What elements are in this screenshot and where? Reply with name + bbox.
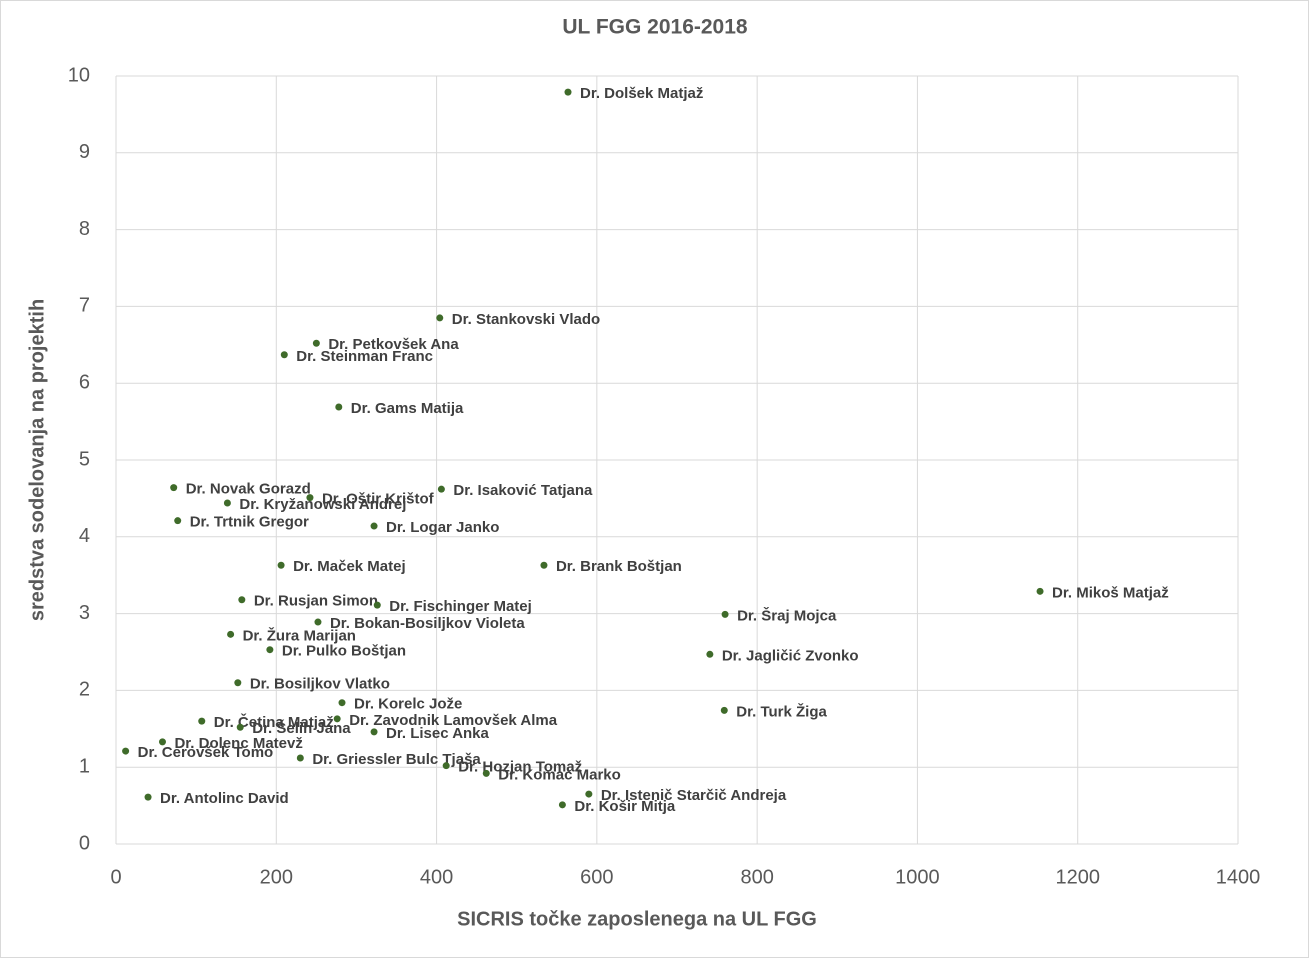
point-label: Dr. Antolinc David [160, 790, 289, 807]
data-point [442, 762, 450, 770]
y-tick-label: 6 [79, 371, 90, 393]
data-point [720, 706, 728, 714]
point-label: Dr. Griessler Bulc Tjaša [312, 751, 481, 768]
point-label: Dr. Isaković Tatjana [453, 482, 593, 499]
x-axis-title: SICRIS točke zaposlenega na UL FGG [457, 908, 817, 930]
y-tick-label: 10 [68, 64, 90, 86]
y-tick-label: 7 [79, 295, 90, 317]
data-point [306, 494, 314, 502]
point-label: Dr. Novak Gorazd [186, 481, 311, 498]
y-tick-label: 2 [79, 679, 90, 701]
data-point [436, 314, 444, 322]
point-label: Dr. Trtnik Gregor [190, 514, 309, 531]
data-point [314, 618, 322, 626]
x-tick-label: 1200 [1055, 866, 1100, 888]
data-point [277, 561, 285, 569]
data-point [706, 650, 714, 658]
point-label: Dr. Žura Marijan [243, 626, 356, 644]
point-label: Dr. Oštir Krištof [322, 491, 435, 508]
point-label: Dr. Dolšek Matjaž [580, 85, 703, 102]
data-point [223, 499, 231, 507]
point-label: Dr. Logar Janko [386, 519, 499, 536]
data-point [338, 699, 346, 707]
point-label: Dr. Dolenc Matevž [174, 735, 302, 752]
y-tick-label: 5 [79, 448, 90, 470]
point-label: Dr. Lisec Anka [386, 725, 489, 742]
data-point [280, 351, 288, 359]
data-point [144, 793, 152, 801]
point-label: Dr. Komac Marko [498, 766, 621, 783]
x-tick-label: 0 [110, 866, 121, 888]
data-point [558, 801, 566, 809]
point-label: Dr. Turk Žiga [736, 702, 827, 720]
point-label: Dr. Maček Matej [293, 558, 406, 575]
x-tick-label: 400 [420, 866, 453, 888]
data-point [174, 517, 182, 525]
y-tick-label: 3 [79, 602, 90, 624]
y-tick-label: 9 [79, 141, 90, 163]
chart-title: UL FGG 2016-2018 [562, 16, 748, 39]
point-label: Dr. Rusjan Simon [254, 593, 378, 610]
point-label: Dr. Bokan-Bosiljkov Violeta [330, 615, 525, 632]
data-point [312, 339, 320, 347]
point-label: Dr. Jagličić Zvonko [722, 647, 859, 664]
data-point [236, 723, 244, 731]
data-point [335, 403, 343, 411]
data-point [373, 601, 381, 609]
x-tick-label: 1400 [1216, 866, 1261, 888]
data-point [238, 596, 246, 604]
point-label: Dr. Šelih Jana [252, 719, 351, 737]
data-point [370, 522, 378, 530]
data-point [296, 754, 304, 762]
data-point [158, 738, 166, 746]
y-tick-label: 1 [79, 755, 90, 777]
data-point [437, 485, 445, 493]
point-label: Dr. Istenič Starčič Andreja [601, 787, 787, 804]
x-tick-label: 200 [260, 866, 293, 888]
point-label: Dr. Košir Mitja [574, 798, 676, 815]
x-tick-label: 800 [740, 866, 773, 888]
point-label: Dr. Zavodnik Lamovšek Alma [349, 712, 558, 729]
point-label: Dr. Hozjan Tomaž [458, 759, 582, 776]
data-point [227, 630, 235, 638]
point-label: Dr. Korelc Jože [354, 696, 462, 713]
y-tick-label: 4 [79, 525, 90, 547]
point-label: Dr. Steinman Franc [296, 348, 433, 365]
x-tick-label: 1000 [895, 866, 940, 888]
data-point [564, 88, 572, 96]
point-label: Dr. Petkovšek Ana [328, 336, 459, 353]
y-axis-title: sredstva sodelovanja na projektih [26, 299, 48, 621]
data-point [170, 484, 178, 492]
data-point [234, 679, 242, 687]
point-label: Dr. Šraj Mojca [737, 606, 837, 624]
data-point [122, 747, 130, 755]
x-tick-label: 600 [580, 866, 613, 888]
point-label: Dr. Kryžanowski Andrej [239, 496, 406, 513]
data-point [333, 715, 341, 723]
data-point [585, 790, 593, 798]
data-point [266, 646, 274, 654]
data-point [370, 728, 378, 736]
y-tick-label: 8 [79, 218, 90, 240]
data-point [198, 717, 206, 725]
point-label: Dr. Brank Boštjan [556, 558, 682, 575]
point-label: Dr. Četina Matjaž [214, 713, 334, 731]
data-point [1036, 587, 1044, 595]
data-point [540, 561, 548, 569]
point-label: Dr. Cerovšek Tomo [138, 744, 274, 761]
data-point [482, 769, 490, 777]
point-label: Dr. Gams Matija [351, 400, 464, 417]
point-label: Dr. Mikoš Matjaž [1052, 584, 1169, 601]
point-label: Dr. Stankovski Vlado [452, 311, 600, 328]
point-label: Dr. Fischinger Matej [389, 598, 532, 615]
y-tick-label: 0 [79, 832, 90, 854]
point-label: Dr. Pulko Boštjan [282, 643, 406, 660]
data-point [721, 610, 729, 618]
point-label: Dr. Bosiljkov Vlatko [250, 676, 390, 693]
